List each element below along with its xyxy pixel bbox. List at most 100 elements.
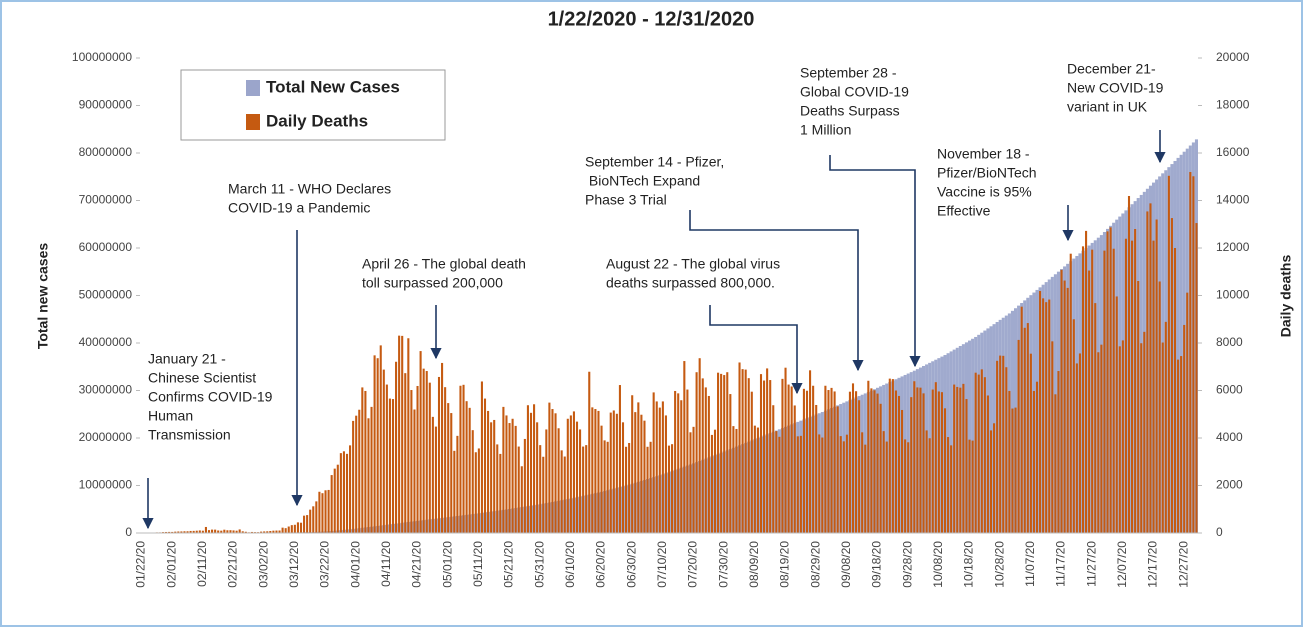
deaths-bar bbox=[959, 387, 962, 533]
deaths-bar bbox=[364, 390, 367, 533]
deaths-bar bbox=[165, 531, 168, 533]
deaths-bar bbox=[953, 384, 956, 533]
deaths-bar bbox=[241, 531, 244, 533]
annotation-text: Pfizer/BioNTech bbox=[937, 165, 1037, 181]
deaths-bar bbox=[395, 361, 398, 533]
x-tick-label: 11/07/20 bbox=[1023, 541, 1037, 587]
deaths-bar bbox=[919, 387, 922, 533]
deaths-bar bbox=[1131, 240, 1134, 533]
deaths-bar bbox=[603, 440, 606, 533]
x-tick-label: 12/07/20 bbox=[1115, 541, 1129, 588]
deaths-bar bbox=[612, 410, 615, 533]
deaths-bar bbox=[609, 412, 612, 533]
deaths-bar bbox=[168, 531, 171, 533]
legend-box bbox=[180, 69, 446, 141]
deaths-bar bbox=[422, 368, 425, 533]
deaths-bar bbox=[637, 402, 640, 533]
deaths-bar bbox=[214, 529, 217, 533]
deaths-bar bbox=[361, 387, 364, 533]
deaths-bar bbox=[1091, 249, 1094, 533]
annotation-text: December 21- bbox=[1067, 61, 1156, 77]
y2-tick-label: 20000 bbox=[1216, 50, 1250, 64]
deaths-bar bbox=[904, 439, 907, 533]
deaths-bar bbox=[594, 409, 597, 533]
deaths-bar bbox=[545, 429, 548, 533]
deaths-bar bbox=[315, 501, 318, 533]
deaths-bar bbox=[1134, 229, 1137, 533]
deaths-bar bbox=[496, 444, 499, 533]
y-tick-label: 0 bbox=[125, 525, 132, 539]
deaths-bar bbox=[661, 401, 664, 533]
deaths-bar bbox=[689, 432, 692, 533]
deaths-bar bbox=[1118, 346, 1121, 533]
x-tick-label: 03/12/20 bbox=[287, 541, 301, 588]
deaths-bar bbox=[879, 403, 882, 533]
deaths-bar bbox=[1127, 195, 1131, 534]
annotation-text: September 28 - bbox=[800, 65, 897, 81]
deaths-bar bbox=[861, 432, 864, 533]
deaths-bar bbox=[738, 362, 741, 533]
deaths-bar bbox=[809, 370, 812, 533]
x-tick-label: 07/20/20 bbox=[686, 541, 700, 588]
deaths-bar bbox=[775, 431, 778, 533]
y-tick-label: 90000000 bbox=[79, 98, 133, 112]
deaths-bar bbox=[855, 391, 858, 533]
deaths-bar bbox=[735, 428, 738, 533]
deaths-bar bbox=[223, 529, 226, 533]
deaths-bar bbox=[713, 429, 717, 533]
annotation-text: toll surpassed 200,000 bbox=[362, 275, 503, 291]
deaths-bar bbox=[450, 413, 453, 533]
x-tick-label: 06/20/20 bbox=[594, 541, 608, 588]
deaths-bar bbox=[1026, 323, 1029, 533]
deaths-bar bbox=[487, 410, 490, 533]
deaths-bar bbox=[342, 451, 345, 533]
deaths-bar bbox=[585, 445, 588, 533]
deaths-bar bbox=[818, 434, 821, 533]
deaths-bar bbox=[1161, 342, 1164, 533]
deaths-bar bbox=[192, 530, 195, 533]
deaths-bar bbox=[502, 406, 505, 533]
annotation-text: Vaccine is 95% bbox=[937, 184, 1032, 200]
legend-label: Daily Deaths bbox=[266, 111, 368, 130]
deaths-bar bbox=[189, 530, 192, 533]
deaths-bar bbox=[336, 464, 339, 533]
deaths-bar bbox=[934, 382, 937, 533]
cases-bar bbox=[1176, 157, 1180, 533]
deaths-bar bbox=[474, 452, 477, 533]
x-tick-label: 05/01/20 bbox=[440, 541, 454, 588]
y-tick-label: 20000000 bbox=[79, 430, 133, 444]
annotation-text: New COVID-19 bbox=[1067, 80, 1164, 96]
deaths-bar bbox=[793, 405, 796, 533]
deaths-bar bbox=[674, 390, 677, 533]
deaths-bar bbox=[1112, 248, 1115, 533]
deaths-bar bbox=[597, 410, 600, 533]
deaths-bar bbox=[312, 506, 315, 533]
x-tick-label: 09/28/20 bbox=[900, 541, 914, 588]
deaths-bar bbox=[437, 376, 441, 533]
deaths-bar bbox=[309, 509, 312, 533]
deaths-bar bbox=[720, 373, 723, 533]
deaths-bar bbox=[1155, 219, 1158, 533]
deaths-bar bbox=[1078, 353, 1081, 533]
deaths-bar bbox=[996, 360, 999, 533]
y-tick-label: 100000000 bbox=[72, 50, 132, 64]
deaths-bar bbox=[557, 428, 560, 533]
deaths-bar bbox=[401, 335, 404, 533]
deaths-bar bbox=[631, 395, 634, 533]
deaths-bar bbox=[747, 378, 750, 533]
deaths-bar bbox=[174, 531, 177, 533]
x-tick-label: 06/30/20 bbox=[624, 541, 638, 588]
deaths-bar bbox=[281, 527, 284, 533]
deaths-bar bbox=[839, 436, 842, 533]
cases-bar bbox=[949, 351, 953, 533]
deaths-bar bbox=[769, 380, 772, 533]
deaths-bar bbox=[1020, 306, 1023, 533]
y2-tick-label: 6000 bbox=[1216, 383, 1243, 397]
deaths-bar bbox=[536, 422, 539, 533]
deaths-bar bbox=[974, 372, 977, 533]
deaths-bar bbox=[726, 372, 729, 533]
x-tick-label: 07/10/20 bbox=[655, 541, 669, 588]
deaths-bar bbox=[1039, 290, 1042, 533]
deaths-bar bbox=[171, 531, 174, 533]
deaths-bar bbox=[376, 358, 379, 533]
